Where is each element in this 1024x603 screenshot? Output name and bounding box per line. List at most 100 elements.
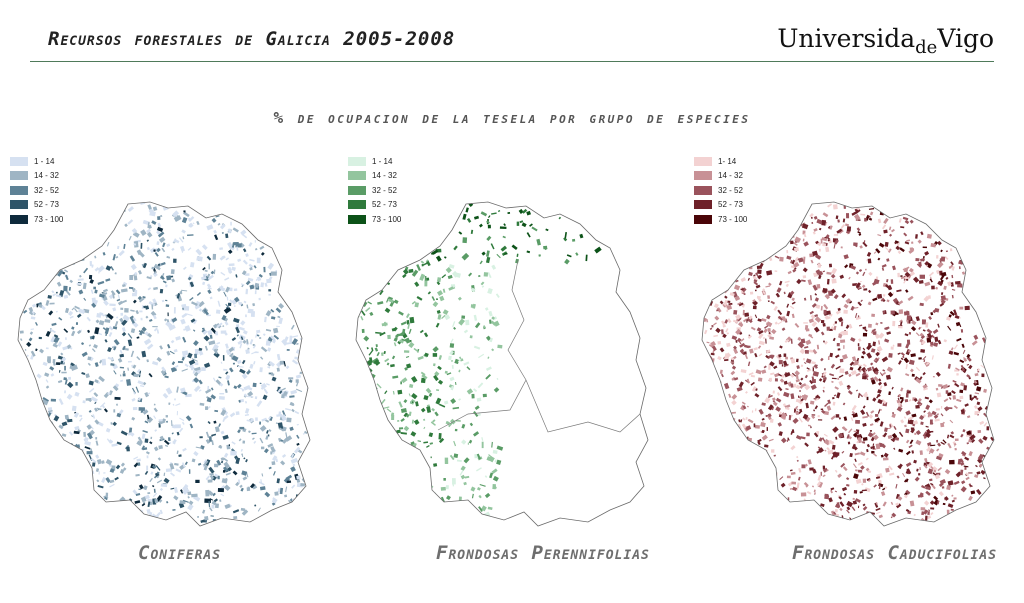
map-cell (481, 285, 485, 288)
map-cell (173, 495, 179, 501)
map-cell (827, 203, 833, 208)
map-cell (233, 288, 238, 291)
map-cell (951, 294, 954, 299)
map-cell (956, 372, 959, 376)
map-cell (49, 328, 56, 334)
map-cell (749, 319, 753, 324)
map-cell (760, 422, 766, 428)
map-cell (60, 352, 64, 356)
map-cell (874, 370, 879, 375)
map-cell (860, 409, 866, 416)
map-cell (144, 391, 149, 398)
map-cell (714, 315, 720, 321)
map-cell (245, 288, 249, 295)
map-cell (171, 424, 176, 429)
map-cell (800, 377, 804, 381)
map-cell (736, 386, 743, 392)
map-cell (238, 326, 245, 331)
map-cell (877, 389, 882, 394)
map-cell (201, 327, 205, 330)
map-cell (205, 459, 211, 467)
map-cell (83, 308, 90, 314)
map-cell (740, 338, 745, 342)
map-cell (471, 393, 475, 399)
map-cell (135, 310, 139, 315)
map-cell (765, 354, 769, 359)
map-cell (483, 272, 489, 277)
map-cell (796, 278, 802, 285)
map-cell (173, 238, 177, 243)
map-cell (454, 428, 458, 432)
map-cell (926, 428, 932, 435)
map-cell (807, 424, 811, 427)
map-cell (435, 322, 440, 328)
map-cell (129, 255, 136, 262)
map-cell (890, 438, 895, 443)
map-cell (151, 220, 157, 225)
map-cell (766, 322, 770, 325)
map-cell (981, 470, 985, 475)
map-cell (86, 424, 92, 430)
map-cell (960, 461, 965, 466)
map-cell (496, 377, 499, 380)
map-cell (853, 473, 859, 480)
map-cell (487, 356, 490, 359)
map-cell (933, 495, 939, 501)
map-cell (493, 387, 500, 393)
map-cell (861, 482, 864, 486)
map-cell (147, 492, 151, 495)
map-cell (47, 410, 53, 413)
map-cell (843, 492, 847, 496)
map-cell (752, 275, 758, 282)
map-cell (132, 407, 138, 411)
map-cell (926, 441, 932, 447)
map-cell (833, 511, 837, 516)
map-cell (136, 368, 141, 374)
map-cell (783, 380, 788, 385)
map-cell (189, 423, 194, 429)
map-cell (844, 264, 849, 269)
map-cell (248, 242, 253, 247)
map-cell (91, 335, 95, 340)
map-cell (188, 222, 194, 228)
map-cell (447, 274, 453, 280)
map-cell (904, 424, 907, 428)
map-cell (133, 271, 138, 276)
map-cell (187, 276, 192, 281)
map-cell (82, 400, 86, 404)
map-cell (224, 503, 231, 509)
map-cell (927, 414, 930, 418)
map-cell (857, 231, 861, 235)
map-cell (812, 349, 818, 355)
map-cell (156, 226, 164, 232)
legend-coniferas: 1 - 14 14 - 32 32 - 52 52 - 73 73 - 100 (10, 154, 63, 227)
map-galicia-coniferas (17, 201, 311, 527)
map-cell (862, 422, 867, 427)
map-cell (147, 333, 153, 338)
map-cell (491, 468, 498, 474)
map-cell (174, 462, 179, 466)
map-cell (782, 360, 788, 366)
map-cell (291, 338, 299, 346)
map-cell (739, 348, 745, 353)
map-cell (209, 473, 214, 476)
map-cell (103, 472, 106, 474)
map-cell (803, 233, 807, 238)
map-cell (103, 300, 109, 306)
map-cell (197, 462, 202, 466)
map-cell (884, 486, 888, 489)
map-cell (381, 322, 388, 327)
map-cell (463, 457, 470, 464)
map-cell (761, 429, 765, 434)
map-cell (749, 291, 754, 295)
map-cell (877, 378, 882, 382)
map-cell (491, 441, 493, 448)
map-cell (781, 316, 787, 322)
map-cell (144, 305, 150, 310)
map-cell (119, 496, 126, 503)
map-cell (159, 275, 164, 280)
map-cell (144, 438, 149, 443)
map-cell (937, 323, 940, 328)
map-cell (918, 261, 922, 267)
map-cell (775, 292, 780, 298)
